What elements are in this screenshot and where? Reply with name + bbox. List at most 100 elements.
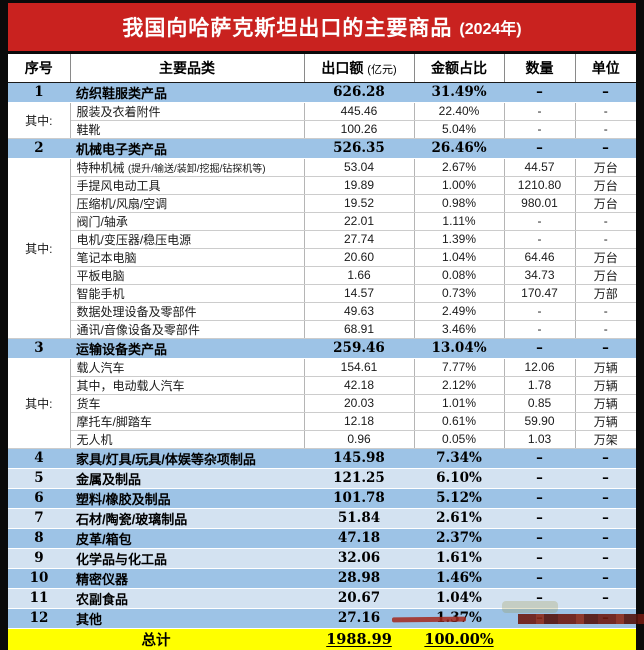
cell-share: 5.04% bbox=[414, 120, 505, 139]
table-row: 其中: 特种机械 (提升/输送/装卸/挖掘/钻探机等) 53.04 2.67% 44.5… bbox=[8, 158, 636, 339]
column-header-export-unit: (亿元) bbox=[367, 63, 397, 76]
cell-category: 服装及衣着附件 bbox=[70, 102, 305, 121]
cell-no: 3 bbox=[8, 338, 70, 359]
cell-export: 14.57 bbox=[304, 284, 415, 303]
red-marker-line bbox=[391, 616, 467, 623]
cell-share: 1.00% bbox=[414, 176, 505, 195]
cell-export: 68.91 bbox=[304, 320, 415, 339]
cell-share: 31.49% bbox=[414, 82, 504, 103]
cell-unit: - bbox=[575, 320, 636, 339]
cell-unit: 万架 bbox=[575, 430, 636, 449]
table-row: 鞋靴 100.26 5.04% - - bbox=[8, 120, 636, 139]
table-row: 压缩机/风扇/空调 19.52 0.98% 980.01 万台 bbox=[8, 194, 636, 213]
cell-unit: – bbox=[575, 508, 636, 529]
column-header-export: 出口额 (亿元) bbox=[304, 54, 415, 83]
table-body: 1 纺织鞋服类产品 626.28 31.49% – – 其中: 服装及衣着附件 445.46 22… bbox=[8, 82, 636, 629]
header-row: 序号 主要品类 出口额 (亿元) 金额占比 数量 单位 bbox=[8, 54, 636, 83]
cell-no: 9 bbox=[8, 548, 70, 569]
cell-unit: – bbox=[575, 488, 636, 509]
cell-category: 金属及制品 bbox=[70, 468, 304, 489]
cell-unit: 万台 bbox=[575, 158, 636, 177]
cell-share: 2.49% bbox=[414, 302, 505, 321]
table-row: 通讯/音像设备及零部件 68.91 3.46% - - bbox=[8, 320, 636, 339]
cell-qty: - bbox=[504, 102, 576, 121]
cell-no: 7 bbox=[8, 508, 70, 529]
cell-qty: – bbox=[504, 528, 575, 549]
table-row: 6 塑料/橡胶及制品 101.78 5.12% – – bbox=[8, 488, 636, 509]
total-row: 总计 1988.99 100.00% bbox=[8, 628, 636, 650]
cell-unit: 万台 bbox=[575, 176, 636, 195]
cell-qty: 44.57 bbox=[504, 158, 576, 177]
cell-export: 121.25 bbox=[304, 468, 414, 489]
exports-table: 序号 主要品类 出口额 (亿元) 金额占比 数量 单位 1 纺织鞋服类产品 626.… bbox=[8, 54, 636, 650]
table-row: 数据处理设备及零部件 49.63 2.49% - - bbox=[8, 302, 636, 321]
cell-export: 42.18 bbox=[304, 376, 415, 395]
cell-unit: – bbox=[575, 338, 636, 359]
cell-export: 20.67 bbox=[304, 588, 414, 609]
cell-export: 145.98 bbox=[304, 448, 414, 469]
cell-qty: 1.03 bbox=[504, 430, 576, 449]
cell-category: 运输设备类产品 bbox=[70, 338, 304, 359]
cell-export: 0.96 bbox=[304, 430, 415, 449]
table-row: 无人机 0.96 0.05% 1.03 万架 bbox=[8, 430, 636, 449]
cell-share: 26.46% bbox=[414, 138, 504, 159]
cell-share: 0.73% bbox=[414, 284, 505, 303]
cell-export: 19.52 bbox=[304, 194, 415, 213]
cell-export: 47.18 bbox=[304, 528, 414, 549]
cell-category: 塑料/橡胶及制品 bbox=[70, 488, 304, 509]
cell-no: 4 bbox=[8, 448, 70, 469]
cell-qty: 34.73 bbox=[504, 266, 576, 285]
cell-no: 8 bbox=[8, 528, 70, 549]
table-row: 11 农副食品 20.67 1.04% – – bbox=[8, 588, 636, 609]
cell-qty: – bbox=[504, 568, 575, 589]
cell-unit: 万辆 bbox=[575, 394, 636, 413]
cell-qty: - bbox=[504, 230, 576, 249]
cell-share: 0.08% bbox=[414, 266, 505, 285]
cell-qty: - bbox=[504, 302, 576, 321]
column-header-share: 金额占比 bbox=[414, 54, 505, 83]
cell-unit: – bbox=[575, 468, 636, 489]
table-row: 电机/变压器/稳压电源 27.74 1.39% - - bbox=[8, 230, 636, 249]
table-row: 10 精密仪器 28.98 1.46% – – bbox=[8, 568, 636, 589]
total-export: 1988.99 bbox=[304, 628, 414, 650]
cell-category: 机械电子类产品 bbox=[70, 138, 304, 159]
cell-share: 7.34% bbox=[414, 448, 504, 469]
cell-share: 5.12% bbox=[414, 488, 504, 509]
cell-category: 特种机械 (提升/输送/装卸/挖掘/钻探机等) bbox=[70, 158, 305, 177]
cell-share: 1.04% bbox=[414, 248, 505, 267]
cell-export: 51.84 bbox=[304, 508, 414, 529]
cell-qty: – bbox=[504, 588, 575, 609]
cell-no: 1 bbox=[8, 82, 70, 103]
cell-unit: 万辆 bbox=[575, 412, 636, 431]
column-header-unit: 单位 bbox=[575, 54, 636, 83]
cell-export: 20.60 bbox=[304, 248, 415, 267]
cell-qty: – bbox=[504, 488, 575, 509]
table-row: 手提风电动工具 19.89 1.00% 1210.80 万台 bbox=[8, 176, 636, 195]
cell-unit: - bbox=[575, 120, 636, 139]
column-header-qty: 数量 bbox=[504, 54, 576, 83]
cell-unit: 万台 bbox=[575, 266, 636, 285]
column-header-category: 主要品类 bbox=[70, 54, 305, 83]
cell-qty: - bbox=[504, 120, 576, 139]
table-row: 2 机械电子类产品 526.35 26.46% – – bbox=[8, 138, 636, 159]
cell-export: 32.06 bbox=[304, 548, 414, 569]
cell-qty: 980.01 bbox=[504, 194, 576, 213]
cell-category: 农副食品 bbox=[70, 588, 304, 609]
cell-category: 皮革/箱包 bbox=[70, 528, 304, 549]
cell-export: 626.28 bbox=[304, 82, 414, 103]
cell-category: 其中，电动载人汽车 bbox=[70, 376, 305, 395]
table-frame: 我国向哈萨克斯坦出口的主要商品 (2024年) 序号 主要品类 出口额 (亿元)… bbox=[8, 3, 636, 650]
cell-qty: – bbox=[504, 548, 575, 569]
cell-share: 0.98% bbox=[414, 194, 505, 213]
cell-share: 0.61% bbox=[414, 412, 505, 431]
cell-unit: 万台 bbox=[575, 194, 636, 213]
cell-export: 526.35 bbox=[304, 138, 414, 159]
cell-qty: 1210.80 bbox=[504, 176, 576, 195]
cell-unit: – bbox=[575, 548, 636, 569]
cell-category: 石材/陶瓷/玻璃制品 bbox=[70, 508, 304, 529]
cell-category: 数据处理设备及零部件 bbox=[70, 302, 305, 321]
table-row: 平板电脑 1.66 0.08% 34.73 万台 bbox=[8, 266, 636, 285]
table-row: 7 石材/陶瓷/玻璃制品 51.84 2.61% – – bbox=[8, 508, 636, 529]
cell-share: 1.46% bbox=[414, 568, 504, 589]
cell-no: 10 bbox=[8, 568, 70, 589]
